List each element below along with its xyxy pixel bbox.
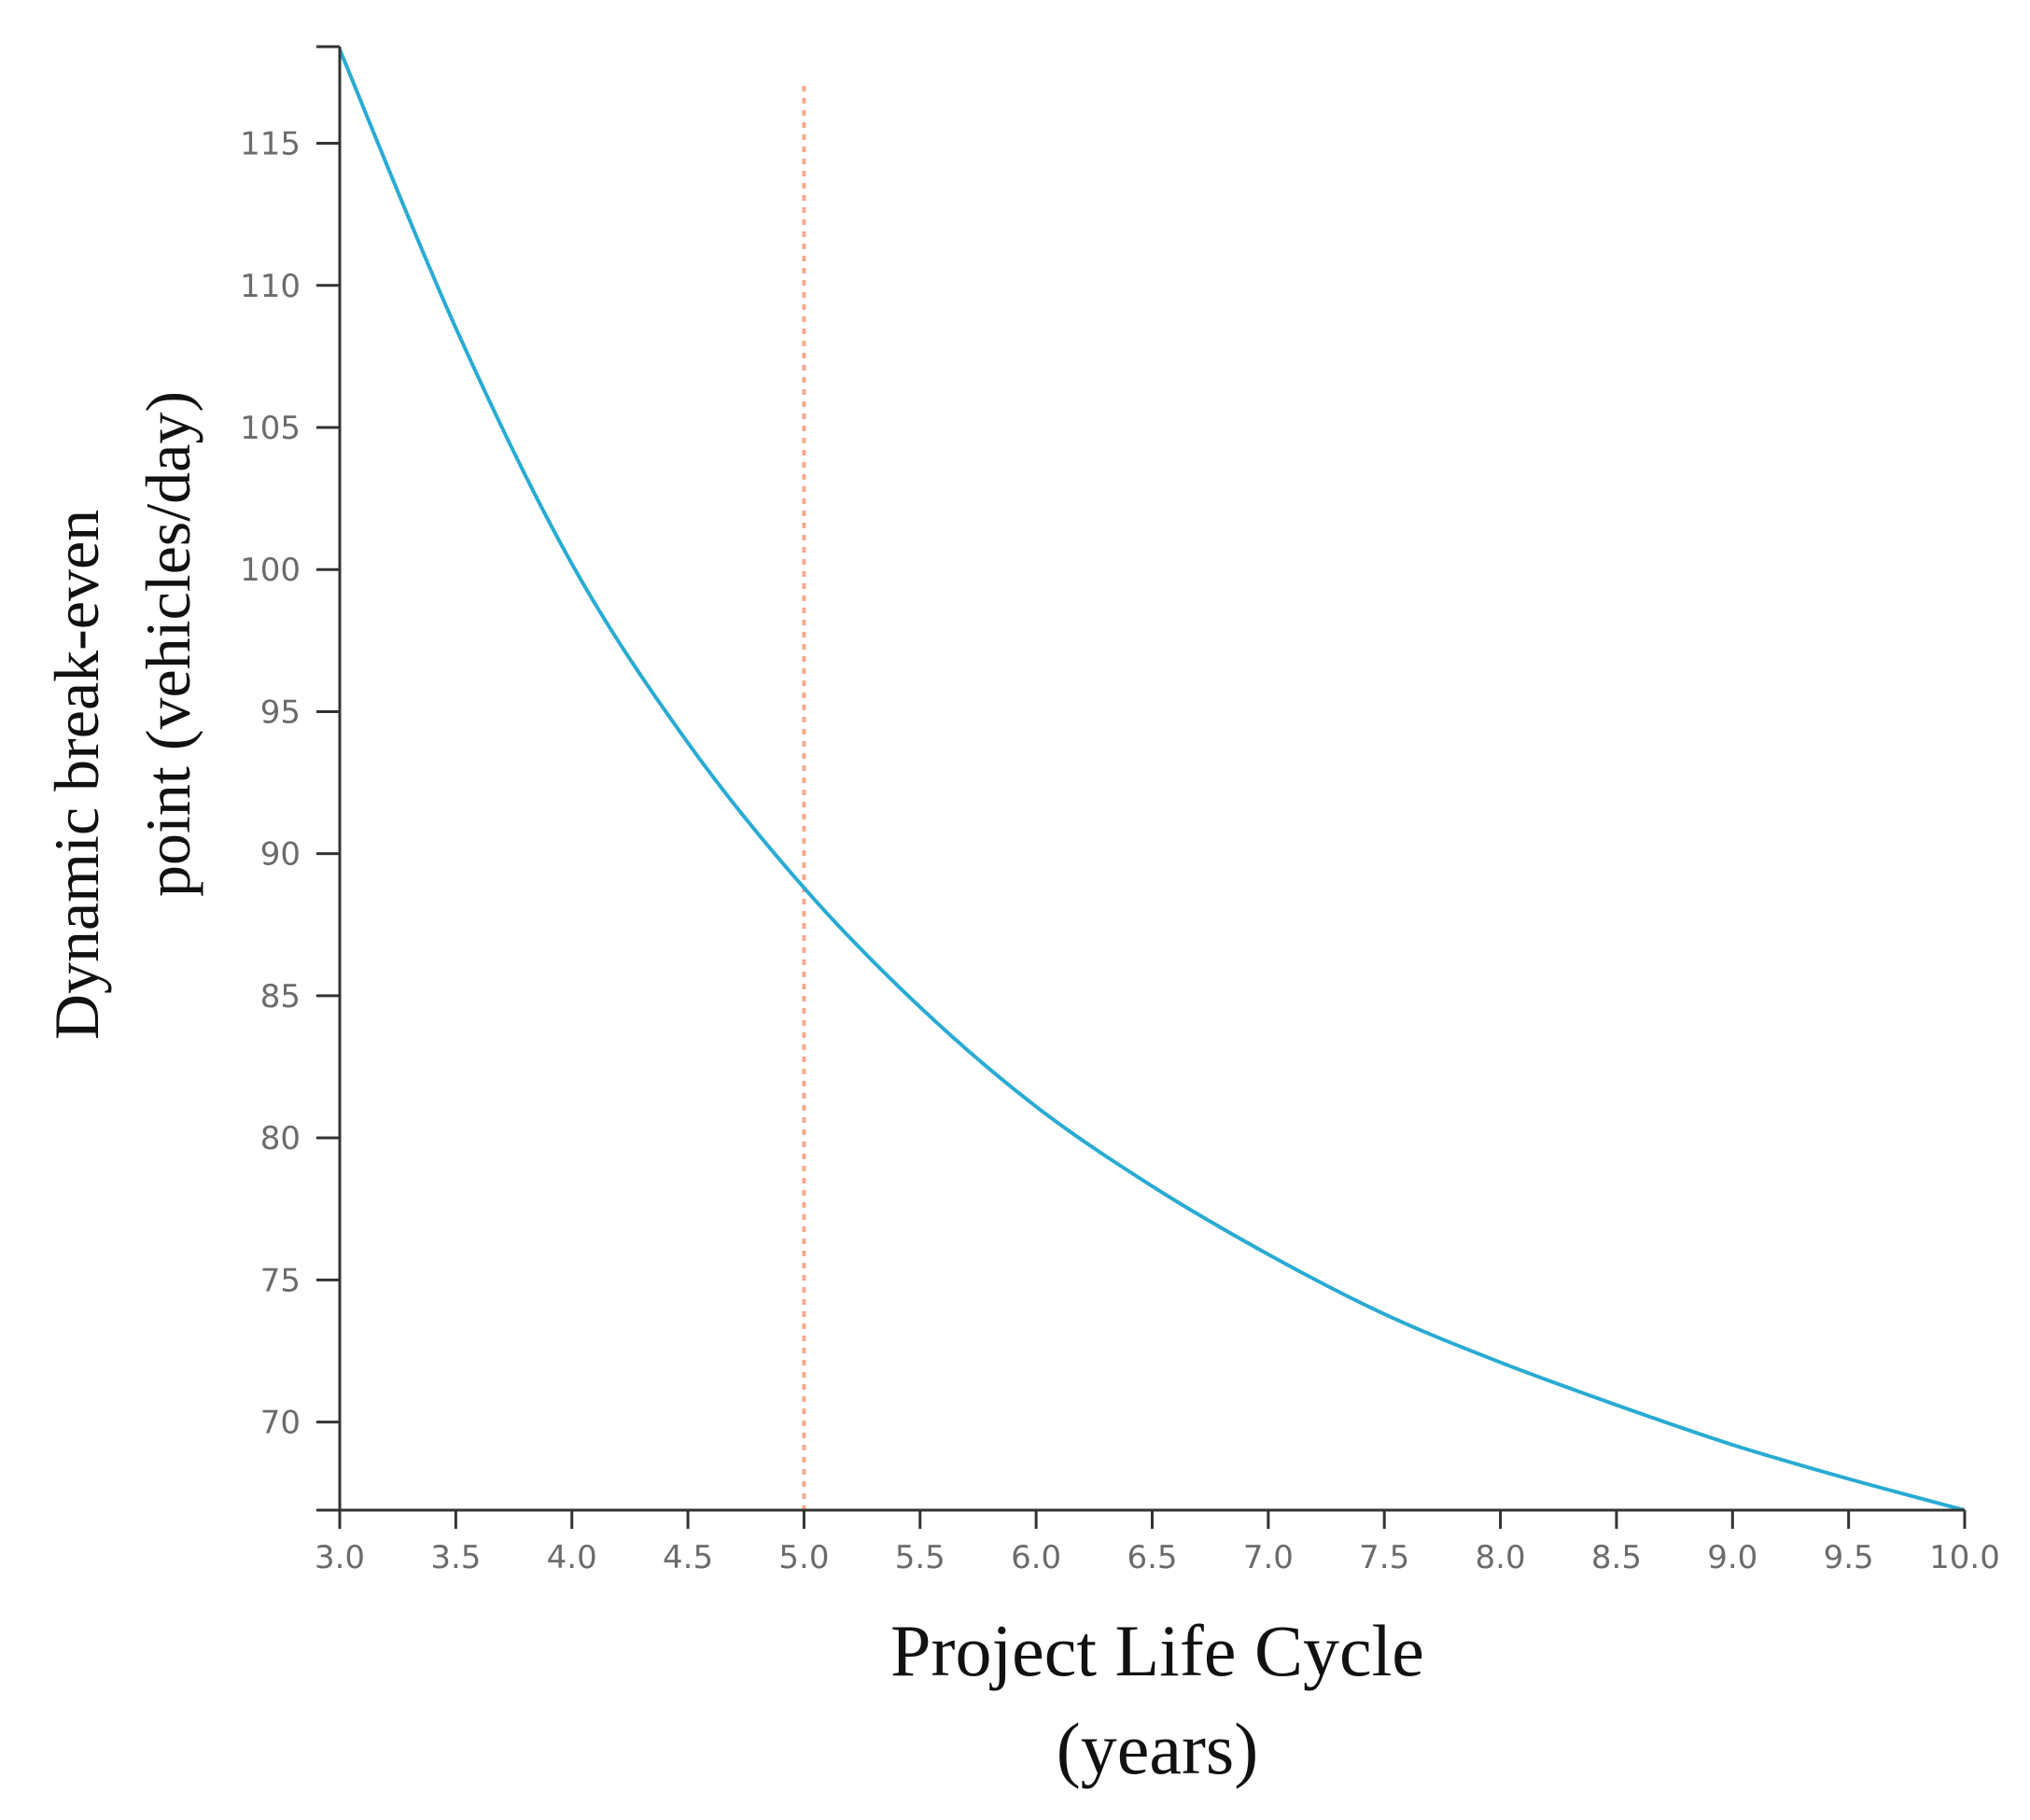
y-tick-label: 95 xyxy=(260,693,301,731)
x-tick-label: 8.0 xyxy=(1476,1539,1526,1576)
x-tick-label: 5.5 xyxy=(895,1539,945,1576)
y-tick-label: 100 xyxy=(240,552,301,589)
y-tick-label: 105 xyxy=(240,410,301,447)
y-axis-title: Dynamic break-even point (vehicles/day) xyxy=(41,391,203,1040)
y-tick-label: 90 xyxy=(260,836,301,874)
y-tick-label: 70 xyxy=(260,1405,301,1442)
y-tick-label: 110 xyxy=(240,268,301,305)
x-tick-label: 3.0 xyxy=(315,1539,365,1576)
x-tick-label: 4.5 xyxy=(663,1539,713,1576)
y-tick-label: 85 xyxy=(260,978,301,1015)
x-tick-label: 3.5 xyxy=(430,1539,481,1576)
x-tick-label: 10.0 xyxy=(1929,1539,2000,1576)
x-tick-label: 9.0 xyxy=(1707,1539,1757,1576)
x-tick-label: 4.0 xyxy=(547,1539,597,1576)
y-tick-label: 80 xyxy=(260,1120,301,1157)
series-line xyxy=(338,49,1966,1512)
y-axis-title-line-1: Dynamic break-even xyxy=(41,510,112,1040)
x-tick-label: 7.5 xyxy=(1359,1539,1409,1576)
x-tick-label: 6.0 xyxy=(1011,1539,1061,1576)
x-tick-label: 5.0 xyxy=(778,1539,829,1576)
x-axis-title-line-1: Project Life Cycle xyxy=(890,1610,1424,1691)
y-tick-label: 75 xyxy=(260,1262,301,1299)
x-tick-label: 7.0 xyxy=(1243,1539,1294,1576)
y-axis-title-line-2: point (vehicles/day) xyxy=(133,391,203,897)
x-tick-label: 8.5 xyxy=(1591,1539,1642,1576)
x-tick-label: 9.5 xyxy=(1824,1539,1874,1576)
x-axis-title-line-2: (years) xyxy=(1057,1708,1259,1789)
x-tick-label: 6.5 xyxy=(1127,1539,1177,1576)
tick-layer: 70 75 80 85 90 95 100 105 110 115 3.0 3.5 4.0 4.5 5.0 5… xyxy=(240,45,2000,1576)
y-tick-label: 115 xyxy=(240,126,301,163)
x-axis-title: Project Life Cycle (years) xyxy=(890,1610,1424,1789)
